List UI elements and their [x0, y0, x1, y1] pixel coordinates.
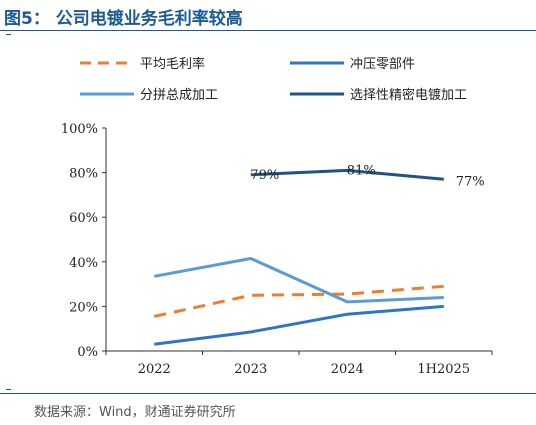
left-tick-top	[6, 34, 11, 35]
series-line-2	[154, 257, 444, 304]
series-line-0	[153, 284, 444, 318]
legend-label-3: 选择性精密电镀加工	[350, 87, 467, 103]
series-line-1	[154, 304, 444, 346]
legend-label-0: 平均毛利率	[140, 56, 205, 72]
y-tick-label-3: 60%	[69, 211, 98, 226]
x-tick-label-2: 2024	[331, 362, 364, 377]
axes: 0% 20% 40% 60% 80% 100% 2022 2023 2024 1H2025	[61, 122, 493, 377]
data-label-1: 81%	[347, 163, 376, 178]
legend-label-1: 冲压零部件	[350, 57, 415, 72]
left-tick-bottom	[6, 389, 11, 390]
series-layer	[153, 168, 444, 346]
source-note: 数据来源：Wind，财通证券研究所	[34, 405, 236, 420]
data-label-2: 77%	[456, 174, 485, 189]
y-tick-label-1: 20%	[69, 300, 98, 315]
figure-title: 图5： 公司电镀业务毛利率较高	[4, 9, 243, 29]
y-tick-label-5: 100%	[61, 122, 98, 137]
title-rule	[0, 30, 536, 31]
x-tick-label-0: 2022	[138, 362, 171, 377]
y-tick-label-0: 0%	[77, 345, 98, 360]
legend-label-2: 分拼总成加工	[140, 88, 218, 103]
y-tick-label-2: 40%	[69, 256, 98, 271]
x-tick-label-1: 2023	[234, 362, 267, 377]
source-rule	[0, 393, 536, 394]
data-labels-layer: 79% 81% 77%	[250, 163, 484, 189]
y-tick-label-4: 80%	[69, 167, 98, 182]
data-label-0: 79%	[250, 168, 279, 183]
x-tick-label-3: 1H2025	[417, 362, 470, 377]
